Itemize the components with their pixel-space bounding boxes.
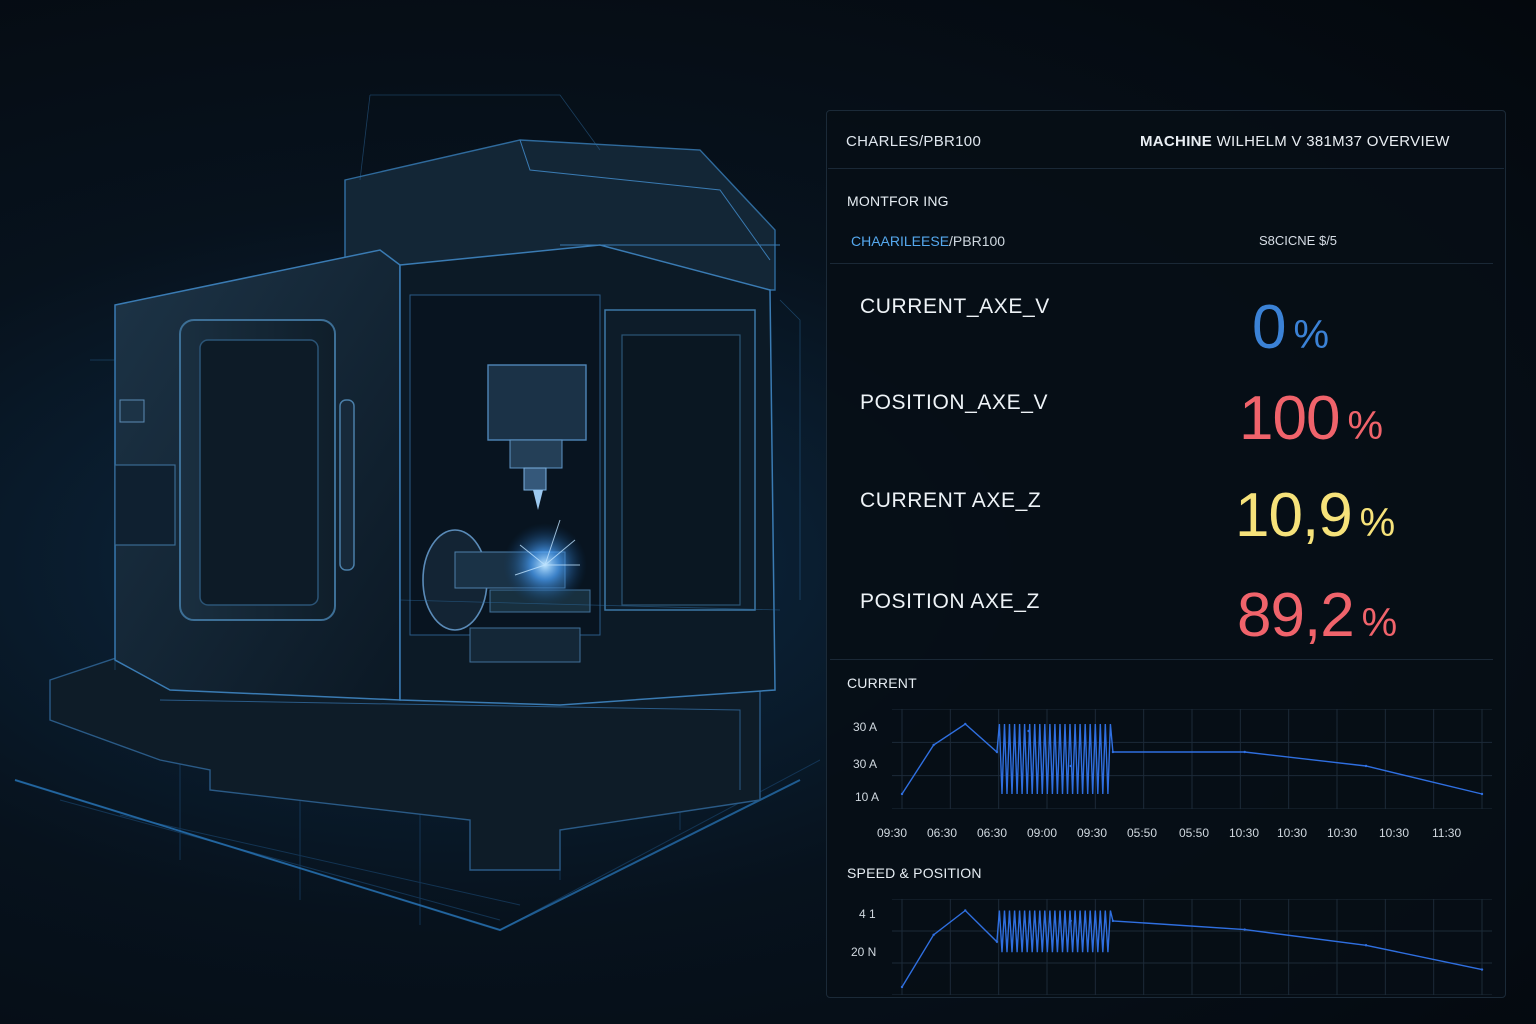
status-text: S8CICNE $/5 (1259, 233, 1338, 248)
subheader-divider (830, 263, 1493, 264)
page-title-rest: WILHELM V 381M37 OVERVIEW (1216, 133, 1450, 150)
current-x-tick: 10:30 (1277, 826, 1308, 840)
current-y-tick: 30 A (853, 757, 878, 771)
current-y-tick: 30 A (853, 720, 878, 734)
data-point (1480, 968, 1484, 971)
metric-number: 0 (1252, 293, 1286, 362)
metric-label-position-axe-v: POSITION_AXE_V (860, 391, 1049, 414)
metric-label-current-axe-z: CURRENT AXE_Z (860, 489, 1042, 512)
current-x-tick: 05:50 (1179, 826, 1210, 840)
data-point (1111, 750, 1115, 754)
monitoring-section-label: MONTFOR ING (847, 193, 949, 209)
machine-illustration (14, 94, 820, 932)
current-x-tick: 09:30 (1077, 826, 1108, 840)
door-handle (339, 399, 355, 571)
metric-number: 10,9 (1235, 481, 1353, 550)
breadcrumb[interactable]: CHAARILEESE/PBR100 (851, 233, 1005, 249)
current-x-tick: 09:30 (877, 826, 908, 840)
metric-unit: % (1361, 601, 1398, 645)
speed-y-tick: 4 1 (859, 907, 876, 921)
data-point (964, 722, 967, 726)
data-point (1027, 729, 1030, 733)
metric-value-current-axe-z: 10,9% (1235, 485, 1396, 547)
current-chart-title: CURRENT (847, 675, 917, 691)
speed-position-chart (892, 899, 1492, 995)
current-x-tick: 09:00 (1027, 826, 1058, 840)
metric-label-current-axe-v: CURRENT_AXE_V (860, 295, 1050, 318)
side-panel (114, 464, 176, 546)
data-point (932, 933, 935, 937)
spindle-head (487, 364, 587, 441)
data-point (1069, 919, 1072, 923)
data-point (995, 940, 999, 943)
data-point (932, 743, 935, 747)
metric-value-current-axe-v: 0% (1252, 297, 1329, 359)
speed-y-tick: 20 N (851, 945, 877, 959)
current-y-tick: 10 A (855, 790, 880, 804)
current-x-tick: 06:30 (927, 826, 958, 840)
data-point (900, 792, 904, 796)
metric-number: 100 (1239, 384, 1340, 453)
current-x-tick: 05:50 (1127, 826, 1158, 840)
speed-position-chart-title: SPEED & POSITION (847, 865, 982, 881)
metric-number: 89,2 (1237, 581, 1355, 650)
data-point (1480, 792, 1484, 796)
current-chart (892, 709, 1492, 809)
current-x-tick: 11:30 (1432, 826, 1462, 840)
data-point (900, 985, 904, 989)
floor-glow (14, 779, 801, 932)
data-point (1069, 764, 1072, 768)
metric-value-position-axe-v: 100% (1239, 388, 1383, 450)
metrics-divider (830, 659, 1493, 660)
data-point (1364, 944, 1368, 947)
data-point (1243, 750, 1246, 754)
current-x-tick: 10:30 (1379, 826, 1410, 840)
data-point (1364, 764, 1368, 768)
data-point (1111, 919, 1115, 923)
data-point (1243, 928, 1246, 931)
header-machine-id: CHARLES/PBR100 (846, 133, 982, 150)
page-title: MACHINE WILHELM V 381M37 OVERVIEW (1140, 133, 1450, 150)
metric-unit: % (1347, 404, 1383, 448)
series-line (901, 909, 1483, 988)
dashboard-panel: CHARLES/PBR100 MACHINE WILHELM V 381M37 … (826, 110, 1506, 998)
data-point (964, 909, 967, 912)
current-x-tick: 06:30 (977, 826, 1008, 840)
series-line (901, 723, 1483, 795)
current-x-tick: 10:30 (1327, 826, 1358, 840)
header-divider (828, 168, 1504, 169)
data-point (995, 750, 999, 754)
metric-value-position-axe-z: 89,2% (1237, 585, 1398, 647)
metric-unit: % (1359, 501, 1396, 545)
breadcrumb-rest: /PBR100 (949, 233, 1006, 249)
current-x-tick: 10:30 (1229, 826, 1260, 840)
page-title-machine: MACHINE (1140, 133, 1213, 150)
metric-label-position-axe-z: POSITION AXE_Z (860, 590, 1040, 613)
breadcrumb-link[interactable]: CHAARILEESE (851, 233, 950, 249)
metric-unit: % (1293, 313, 1329, 357)
